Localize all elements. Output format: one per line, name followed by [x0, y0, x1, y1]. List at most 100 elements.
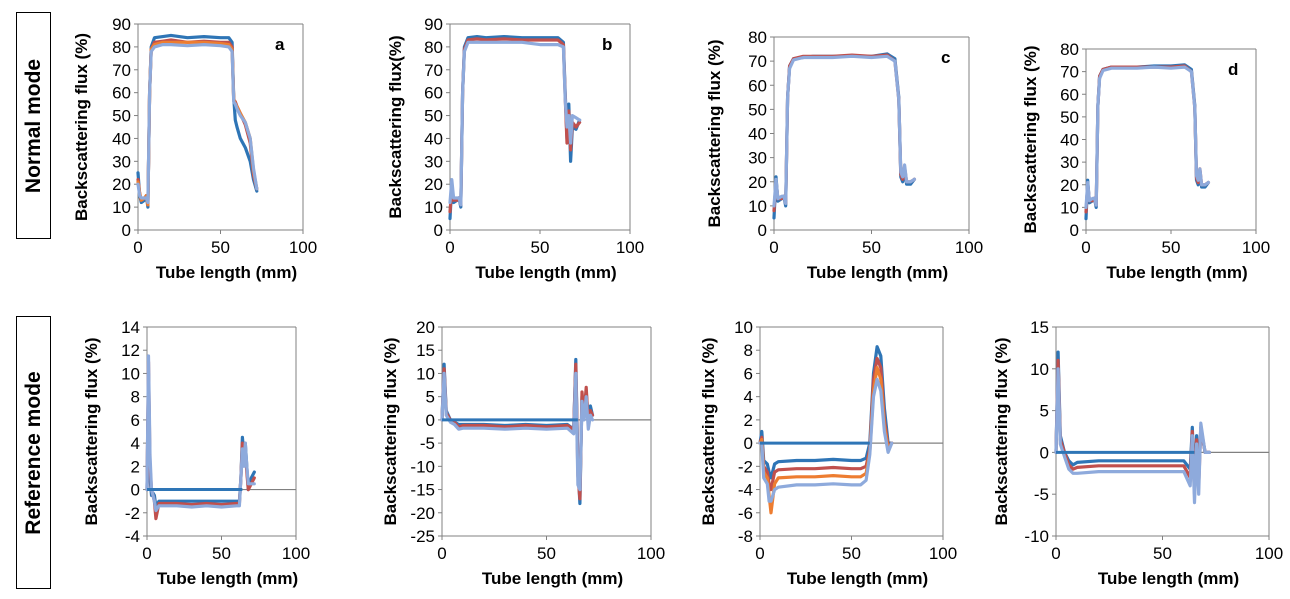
y-tick-label: 80: [1060, 40, 1079, 59]
chart-panel-5: -4 -2 0 2 4 6 8 10 12 14 0 50 100 Tube length (mm) Bac…: [82, 318, 310, 588]
y-tick-label: 30: [1060, 153, 1079, 172]
panel-letter: c: [941, 48, 950, 67]
y-tick-label: 10: [1030, 360, 1049, 379]
chart-panel-8: -10 -5 0 5 10 15 0 50 100 Tube length (mm) Backsca…: [992, 318, 1283, 588]
y-tick-label: 60: [424, 84, 443, 103]
y-tick-label: 60: [748, 76, 767, 95]
y-axis-label: Backscattering flux (%): [72, 33, 91, 221]
y-tick-label: 10: [1060, 198, 1079, 217]
x-tick-label: 50: [1153, 544, 1172, 563]
y-tick-label: 6: [131, 411, 140, 430]
series-line-3: [440, 371, 595, 492]
x-axis-label: Tube length (mm): [482, 569, 623, 588]
y-tick-label: 4: [131, 434, 140, 453]
y-tick-label: -10: [1024, 527, 1049, 546]
series-line-1: [772, 52, 917, 220]
y-tick-label: 15: [1030, 318, 1049, 337]
y-tick-label: 5: [1040, 402, 1049, 421]
y-tick-label: 0: [434, 221, 443, 240]
series-line-1: [1084, 63, 1211, 221]
series-line-4: [758, 377, 894, 503]
y-tick-label: 20: [424, 175, 443, 194]
y-tick-label: -4: [125, 527, 140, 546]
y-tick-label: 40: [112, 129, 131, 148]
panel-letter: d: [1228, 60, 1238, 79]
y-tick-label: 70: [112, 61, 131, 80]
x-axis-label: Tube length (mm): [1106, 263, 1247, 282]
y-tick-label: 50: [112, 107, 131, 126]
series-line-4: [136, 42, 259, 205]
x-axis-label: Tube length (mm): [1098, 569, 1239, 588]
y-tick-label: 10: [748, 197, 767, 216]
x-axis-label: Tube length (mm): [157, 569, 298, 588]
series-line-2: [136, 38, 259, 207]
x-tick-label: 50: [1162, 238, 1181, 257]
y-tick-label: 15: [416, 341, 435, 360]
x-tick-label: 0: [769, 238, 778, 257]
y-tick-label: 20: [748, 173, 767, 192]
x-tick-label: 0: [1081, 238, 1090, 257]
y-tick-label: 10: [416, 364, 435, 383]
y-tick-label: -5: [1034, 485, 1049, 504]
panel-letter: b: [602, 35, 612, 54]
y-tick-label: 90: [424, 15, 443, 34]
y-tick-label: 70: [424, 61, 443, 80]
y-axis-label: Backscattering flux (%): [381, 338, 400, 526]
x-axis-label: Tube length (mm): [156, 263, 297, 282]
y-tick-label: 4: [744, 388, 753, 407]
x-tick-label: 100: [289, 238, 317, 257]
y-tick-label: 0: [1040, 443, 1049, 462]
y-tick-label: 0: [758, 221, 767, 240]
y-tick-label: 6: [744, 364, 753, 383]
y-tick-label: 80: [112, 38, 131, 57]
series-line-1: [145, 371, 256, 509]
y-tick-label: -20: [410, 504, 435, 523]
y-axis-label: Backscattering flux (%): [992, 338, 1011, 526]
row-label-box-reference: Reference mode: [16, 316, 51, 589]
y-axis-label: Backscattering flux (%): [705, 40, 724, 228]
series-line-2: [772, 53, 917, 213]
y-tick-label: 14: [121, 318, 140, 337]
y-tick-label: 10: [121, 364, 140, 383]
row-label-box-normal: Normal mode: [16, 12, 51, 239]
y-tick-label: 5: [426, 388, 435, 407]
y-tick-label: 0: [1070, 221, 1079, 240]
y-tick-label: -15: [410, 481, 435, 500]
y-tick-label: -6: [738, 504, 753, 523]
y-tick-label: 20: [1060, 176, 1079, 195]
series-line-3: [448, 40, 582, 207]
x-tick-label: 0: [437, 544, 446, 563]
y-tick-label: 10: [734, 318, 753, 337]
x-tick-label: 50: [531, 238, 550, 257]
x-tick-label: 0: [142, 544, 151, 563]
y-tick-label: 0: [131, 481, 140, 500]
x-axis-label: Tube length (mm): [475, 263, 616, 282]
y-tick-label: 30: [748, 149, 767, 168]
y-tick-label: -2: [125, 504, 140, 523]
x-tick-label: 0: [755, 544, 764, 563]
series-line-2: [448, 37, 582, 214]
x-tick-label: 100: [1242, 238, 1270, 257]
y-tick-label: -25: [410, 527, 435, 546]
x-axis-label: Tube length (mm): [787, 569, 928, 588]
series-line-3: [772, 54, 917, 208]
panel-letter: a: [275, 35, 285, 54]
series-line-1: [448, 34, 582, 221]
chart-panel-2: 0 10 20 30 40 50 60 70 80 90 0 50 100 b Tube length (m…: [386, 15, 644, 282]
y-tick-label: 70: [1060, 63, 1079, 82]
y-tick-label: 10: [112, 198, 131, 217]
y-tick-label: 2: [131, 457, 140, 476]
series-line-3: [1054, 367, 1212, 505]
y-axis-label: Backscattering flux (%): [82, 338, 101, 526]
y-tick-label: 50: [1060, 108, 1079, 127]
x-tick-label: 50: [211, 238, 230, 257]
x-tick-label: 0: [1051, 544, 1060, 563]
x-tick-label: 50: [212, 544, 231, 563]
y-tick-label: 80: [424, 38, 443, 57]
x-tick-label: 100: [1255, 544, 1283, 563]
x-tick-label: 100: [637, 544, 665, 563]
y-tick-label: 60: [1060, 85, 1079, 104]
y-tick-label: 12: [121, 341, 140, 360]
